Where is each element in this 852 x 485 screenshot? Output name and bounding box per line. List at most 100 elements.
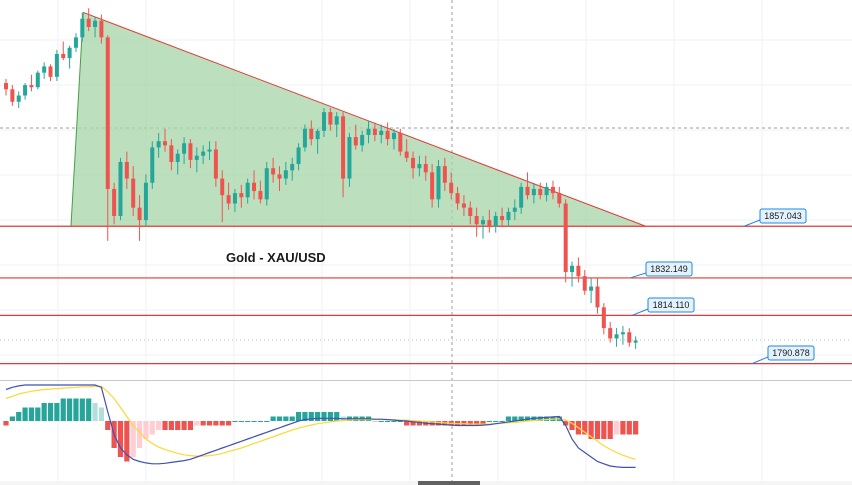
candle — [595, 278, 600, 314]
macd-histogram-bar — [200, 421, 206, 426]
candle-body — [283, 170, 288, 179]
macd-histogram-bar — [257, 421, 263, 422]
candle-body — [182, 143, 187, 154]
candle-body — [61, 53, 66, 59]
macd-histogram-bar — [124, 421, 130, 462]
time-axis-marker — [418, 481, 480, 485]
candle-body — [258, 191, 263, 200]
level-1790-callout: 1790.878 — [751, 345, 815, 365]
callout-pointer — [751, 356, 769, 365]
macd-histogram-bar — [397, 421, 403, 422]
candle-body — [608, 328, 613, 339]
macd-histogram-bar — [283, 416, 289, 421]
candle — [220, 170, 225, 223]
candle-body — [137, 207, 142, 221]
macd-histogram-bar — [416, 421, 422, 426]
macd-histogram-bar — [73, 398, 79, 421]
candle — [353, 124, 358, 150]
macd-histogram-bar — [276, 416, 283, 421]
macd-histogram-bar — [175, 421, 181, 430]
macd-histogram-bar — [308, 412, 314, 421]
candle — [182, 137, 187, 165]
candle-body — [595, 286, 600, 308]
candle — [175, 149, 180, 175]
candle-body — [481, 220, 485, 225]
candle-body — [506, 211, 511, 221]
candle-body — [226, 195, 231, 204]
callout-box — [647, 297, 695, 313]
candle — [589, 278, 594, 304]
candle — [42, 62, 47, 79]
callout-box — [759, 208, 807, 224]
macd-histogram-bar — [372, 421, 378, 422]
candle-body — [379, 130, 384, 135]
macd-histogram-bar — [633, 421, 639, 435]
macd-histogram-bar — [334, 412, 340, 421]
candle-body — [277, 174, 282, 179]
macd-histogram-bar — [245, 421, 251, 422]
candle-body — [35, 72, 40, 88]
macd-histogram-bar — [16, 412, 22, 421]
candle — [633, 336, 638, 349]
candle-body — [143, 182, 148, 221]
macd-histogram-bar — [117, 421, 124, 457]
macd-histogram-bar — [613, 421, 620, 435]
candle-body — [334, 116, 339, 125]
candle-body — [347, 137, 352, 179]
candle — [347, 132, 352, 187]
candle-body — [271, 168, 276, 175]
candle — [620, 326, 625, 345]
macd-histogram-bar — [47, 403, 54, 421]
macd-histogram-bar — [404, 421, 410, 426]
macd-histogram-bar — [569, 421, 575, 430]
macd-histogram-bar — [537, 416, 543, 421]
macd-histogram-bar — [385, 421, 391, 422]
macd-histogram-bar — [79, 398, 85, 421]
candle-body — [442, 166, 447, 183]
candle — [481, 215, 485, 239]
candle-body — [557, 193, 562, 204]
candle — [627, 328, 632, 347]
candle-body — [29, 85, 34, 88]
candle-body — [544, 186, 549, 196]
candle — [506, 207, 511, 227]
candle — [582, 269, 587, 295]
candle-body — [23, 85, 28, 96]
macd-histogram-bar — [226, 421, 232, 426]
callout-pointer — [631, 308, 649, 316]
macd-line — [5, 384, 636, 468]
candle-body — [252, 182, 257, 192]
candle — [550, 180, 555, 200]
candle-body — [474, 215, 479, 225]
candle — [570, 261, 575, 287]
candle-body — [99, 20, 104, 38]
candle — [105, 35, 110, 241]
candle — [315, 128, 320, 154]
macd-histogram-bar — [22, 407, 28, 421]
callout-box — [645, 261, 693, 277]
candle-body — [213, 149, 218, 179]
candle-body — [220, 178, 225, 196]
candle-body — [302, 128, 307, 148]
candle-body — [398, 132, 403, 152]
macd-histogram-bar — [9, 416, 15, 421]
candle-body — [570, 265, 575, 273]
candle — [137, 195, 142, 241]
candle-body — [67, 47, 72, 59]
candle — [245, 178, 250, 204]
macd-histogram-bar — [626, 421, 632, 435]
candle-body — [493, 215, 498, 227]
macd-histogram-bar — [149, 421, 155, 435]
candle — [118, 157, 123, 221]
candle — [188, 139, 193, 169]
macd-histogram-bar — [327, 412, 333, 421]
macd-histogram-bar — [162, 421, 168, 430]
candle — [302, 124, 307, 152]
candle-body — [538, 188, 543, 196]
macd-histogram-bar — [98, 407, 104, 421]
candle-body — [341, 116, 346, 179]
macd-histogram-bar — [130, 421, 136, 457]
candle — [430, 164, 435, 208]
candle-body — [169, 145, 174, 162]
candle — [124, 151, 129, 189]
